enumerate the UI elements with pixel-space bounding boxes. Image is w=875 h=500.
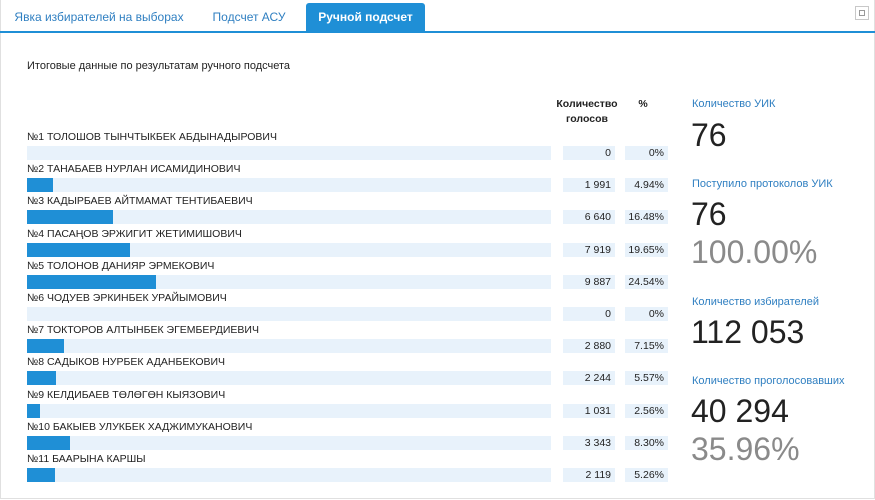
candidate-percent: 16.48% [625, 210, 668, 224]
candidate-votes: 7 919 [563, 243, 615, 257]
voters-label: Количество избирателей [692, 296, 819, 308]
candidate-percent: 8.30% [625, 436, 668, 450]
candidate-name: №7 ТОКТОРОВ АЛТЫНБЕК ЭГЕМБЕРДИЕВИЧ [27, 324, 259, 336]
percent-column-header: % [638, 98, 648, 110]
voters-value: 112 053 [691, 314, 805, 350]
vote-bar [27, 371, 57, 385]
vote-bar-track [27, 178, 551, 192]
candidate-name: №2 ТАНАБАЕВ НУРЛАН ИСАМИДИНОВИЧ [27, 163, 241, 175]
candidate-name: №8 САДЫКОВ НУРБЕК АДАНБЕКОВИЧ [27, 356, 226, 368]
candidate-name: №6 ЧОДУЕВ ЭРКИНБЕК УРАЙЫМОВИЧ [27, 292, 227, 304]
vote-bar-track [27, 404, 551, 418]
vote-bar-track [27, 371, 551, 385]
candidate-percent: 5.57% [625, 371, 668, 385]
votes-column-header: Количество голосов [556, 98, 618, 125]
voted-percent: 35.96% [691, 431, 800, 467]
candidate-votes: 2 119 [563, 468, 615, 482]
candidate-percent: 2.56% [625, 404, 668, 418]
vote-bar-track [27, 210, 551, 224]
candidate-name: №10 БАКЫЕВ УЛУКБЕК ХАДЖИМУКАНОВИЧ [27, 421, 253, 433]
tab-underline [0, 31, 875, 33]
voted-label: Количество проголосовавших [692, 375, 845, 387]
candidate-votes: 2 244 [563, 371, 615, 385]
vote-bar-track [27, 275, 551, 289]
tab-manual-count[interactable]: Ручной подсчет [306, 3, 425, 32]
vote-bar-track [27, 339, 551, 353]
candidate-percent: 19.65% [625, 243, 668, 257]
vote-bar [27, 468, 55, 482]
tab-asu-count[interactable]: Подсчет АСУ [199, 3, 299, 32]
candidate-votes: 2 880 [563, 339, 615, 353]
vote-bar [27, 210, 114, 224]
protocols-value: 76 [691, 196, 727, 232]
candidate-percent: 7.15% [625, 339, 668, 353]
candidate-votes: 6 640 [563, 210, 615, 224]
candidate-name: №1 ТОЛОШОВ ТЫНЧТЫКБЕК АБДЫНАДЫРОВИЧ [27, 131, 277, 143]
vote-bar [27, 436, 71, 450]
vote-bar-track [27, 243, 551, 257]
tab-turnout[interactable]: Явка избирателей на выборах [6, 3, 192, 32]
candidate-percent: 0% [625, 146, 668, 160]
vote-bar [27, 243, 130, 257]
candidate-name: №4 ПАСАҢОВ ЭРЖИГИТ ЖЕТИМИШОВИЧ [27, 228, 242, 240]
candidate-name: №5 ТОЛОНОВ ДАНИЯР ЭРМЕКОВИЧ [27, 260, 215, 272]
candidate-percent: 5.26% [625, 468, 668, 482]
vote-bar [27, 275, 156, 289]
vote-bar [27, 178, 53, 192]
candidate-votes: 1 991 [563, 178, 615, 192]
maximize-icon[interactable] [855, 6, 869, 20]
vote-bar-track [27, 468, 551, 482]
candidate-name: №3 КАДЫРБАЕВ АЙТМАМАТ ТЕНТИБАЕВИЧ [27, 195, 253, 207]
vote-bar [27, 339, 65, 353]
vote-bar [27, 404, 41, 418]
candidate-name: №9 КЕЛДИБАЕВ ТӨЛӨГӨН КЫЯЗОВИЧ [27, 389, 226, 401]
protocols-label: Поступило протоколов УИК [692, 178, 833, 190]
uik-count-value: 76 [691, 117, 727, 153]
vote-bar-track [27, 307, 551, 321]
results-subtitle: Итоговые данные по результатам ручного п… [27, 60, 291, 72]
tab-bar: Явка избирателей на выборах Подсчет АСУ … [0, 0, 875, 33]
candidate-percent: 0% [625, 307, 668, 321]
vote-bar-track [27, 436, 551, 450]
voted-value: 40 294 [691, 393, 789, 429]
candidate-percent: 4.94% [625, 178, 668, 192]
candidate-votes: 1 031 [563, 404, 615, 418]
candidate-name: №11 БААРЫНА КАРШЫ [27, 453, 146, 465]
candidate-votes: 3 343 [563, 436, 615, 450]
candidate-percent: 24.54% [625, 275, 668, 289]
vote-bar-track [27, 146, 551, 160]
uik-count-label: Количество УИК [692, 98, 776, 110]
candidate-votes: 0 [563, 146, 615, 160]
candidate-votes: 0 [563, 307, 615, 321]
protocols-percent: 100.00% [691, 234, 818, 270]
candidate-votes: 9 887 [563, 275, 615, 289]
